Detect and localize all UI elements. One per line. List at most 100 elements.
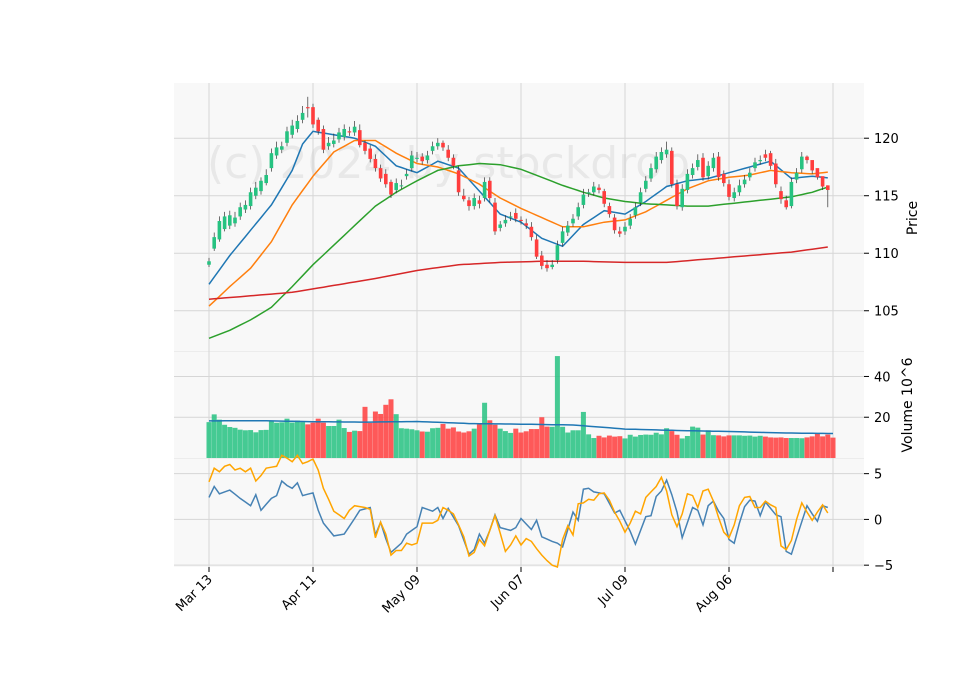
candle-body [566, 225, 570, 233]
candle-body [233, 217, 237, 224]
volume-bar [242, 430, 248, 458]
volume-bar [341, 428, 347, 458]
candle-body [555, 245, 560, 261]
volume-bar [206, 422, 212, 458]
candle-body [716, 156, 721, 178]
volume-average-line [209, 419, 833, 435]
candle-body [706, 165, 710, 177]
volume-bar [445, 428, 451, 458]
candle-body [503, 219, 508, 224]
price-y-tick-label: 120 [874, 132, 899, 147]
volume-bar [336, 419, 342, 458]
volume-bar [643, 434, 649, 458]
volume-bar [799, 438, 805, 458]
volume-bar [357, 431, 363, 458]
price-axis-title: Price [905, 201, 921, 235]
candle-body [488, 180, 492, 199]
volume-bar [554, 356, 560, 458]
volume-bar [721, 436, 727, 458]
volume-bar [378, 413, 384, 458]
candle-body [612, 217, 617, 231]
volume-y-tick-label: 20 [874, 411, 891, 426]
volume-y-tick-label: 40 [874, 370, 891, 385]
candle-body [290, 125, 294, 135]
candle-body [534, 239, 539, 257]
volume-bar [487, 420, 493, 458]
price-y-tick-label: 105 [874, 305, 899, 320]
volume-bar [482, 402, 488, 458]
candle-body [373, 158, 378, 169]
candle-body [623, 226, 627, 232]
candle-body [701, 157, 705, 178]
volume-bar [653, 432, 659, 458]
volume-bar [310, 422, 316, 458]
candle-body [560, 231, 565, 243]
volume-bar [450, 427, 456, 458]
volume-bar [456, 431, 462, 458]
price-y-tick-label: 110 [874, 247, 899, 262]
candle-body [337, 132, 341, 140]
candle-body [477, 200, 482, 204]
signal-line [208, 454, 829, 568]
candle-body [472, 198, 476, 207]
candle-body [748, 172, 752, 178]
volume-bar [580, 411, 586, 458]
price-panel [174, 83, 864, 351]
candle-body [659, 152, 664, 161]
x-tick-label: Jun 07 [488, 572, 528, 612]
volume-bar [809, 436, 815, 458]
candle-body [815, 168, 820, 178]
candle-body [737, 185, 742, 193]
candle-body [451, 157, 456, 166]
volume-axis-title: Volume 10^6 [900, 357, 916, 452]
volume-bar [466, 431, 472, 458]
candle-body [732, 192, 736, 199]
volume-bar [237, 429, 243, 458]
volume-bar [211, 414, 217, 458]
volume-bar [471, 428, 477, 458]
candle-body [597, 187, 601, 190]
candle-body [524, 223, 528, 226]
moving-average-line [208, 162, 829, 340]
candle-body [378, 168, 383, 179]
candle-body [540, 255, 544, 266]
volume-bar [783, 438, 789, 458]
volume-bar [320, 422, 326, 458]
candle-body [358, 130, 362, 146]
candle-body [753, 162, 757, 169]
candle-body [742, 179, 747, 185]
volume-bar [539, 417, 545, 458]
volume-bar [294, 420, 300, 458]
candle-body [228, 215, 232, 226]
volume-bar [383, 404, 389, 458]
candle-body [410, 155, 414, 169]
candle-body [363, 142, 367, 151]
volume-bar [606, 435, 612, 458]
volume-bar [627, 434, 633, 458]
volume-bar [788, 438, 794, 458]
volume-bar [258, 430, 264, 458]
volume-bar [825, 434, 831, 458]
volume-bar [726, 435, 732, 458]
candle-body [654, 156, 658, 170]
volume-bar [679, 438, 685, 458]
volume-bar [279, 422, 285, 458]
candle-body [690, 168, 695, 176]
macd-line [208, 478, 829, 556]
volume-bar [232, 427, 238, 458]
candle-body [384, 173, 388, 185]
candle-body [810, 160, 814, 171]
candle-body [326, 142, 331, 147]
volume-bar [757, 435, 763, 458]
candle-body [685, 173, 690, 190]
candle-body [763, 154, 768, 158]
volume-bar [648, 434, 654, 458]
candle-body [768, 153, 773, 166]
volume-bar [216, 419, 222, 458]
volume-bar [570, 430, 576, 458]
candle-body [311, 107, 315, 125]
candle-body [415, 157, 419, 159]
volume-bar [492, 424, 498, 458]
volume-bar [575, 430, 581, 458]
price-y-tick-label: 115 [874, 190, 899, 205]
